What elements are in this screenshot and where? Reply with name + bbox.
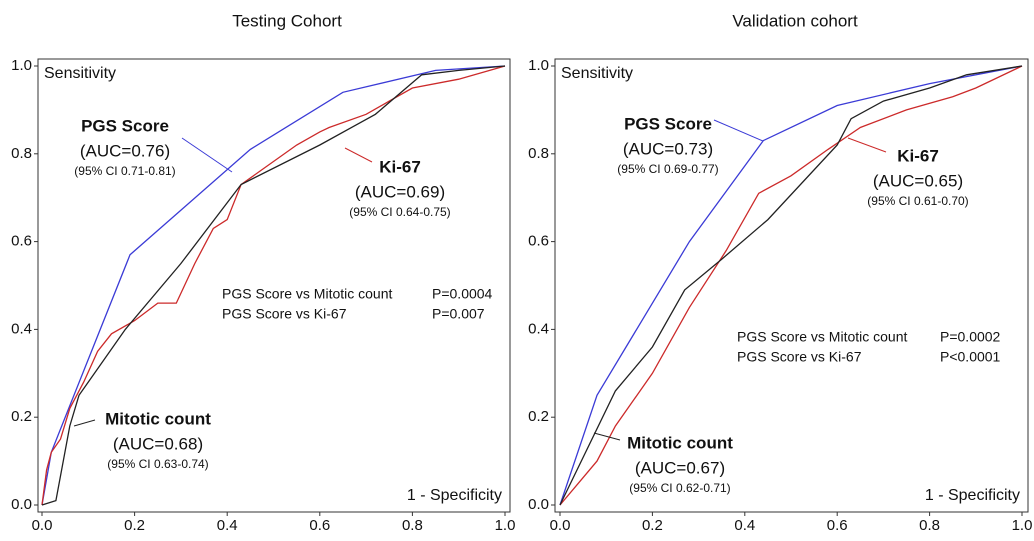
- series-ci: (95% CI 0.71-0.81): [74, 164, 175, 178]
- series-ci: (95% CI 0.64-0.75): [349, 205, 450, 219]
- y-tick-label: 1.0: [528, 57, 549, 74]
- comparison-label: PGS Score vs Mitotic count: [222, 286, 393, 302]
- series-auc: (AUC=0.68): [113, 434, 203, 453]
- x-tick-label: 1.0: [1012, 517, 1033, 534]
- roc-curve: [559, 65, 1023, 506]
- x-tick-label: 0.0: [550, 517, 571, 534]
- label-leader: [344, 147, 373, 163]
- series-name: Ki-67: [379, 157, 421, 176]
- y-tick-label: 1.0: [11, 57, 32, 74]
- x-tick-label: 0.2: [642, 517, 663, 534]
- x-tick-label: 0.8: [402, 517, 423, 534]
- plot-frame: [37, 58, 511, 513]
- y-tick-label: 0.6: [528, 233, 549, 250]
- panel-title: Testing Cohort: [232, 11, 342, 30]
- roc-curve: [41, 65, 506, 506]
- series-name: PGS Score: [81, 116, 169, 135]
- series-name: Mitotic count: [105, 409, 211, 428]
- comparison-p: P=0.0002: [940, 329, 1001, 345]
- series-ci: (95% CI 0.61-0.70): [867, 194, 968, 208]
- comparison-label: PGS Score vs Ki-67: [737, 349, 862, 365]
- x-tick-label: 0.4: [734, 517, 755, 534]
- x-tick-label: 1.0: [495, 517, 516, 534]
- series-auc: (AUC=0.73): [623, 139, 713, 158]
- y-tick-label: 0.2: [528, 408, 549, 425]
- x-tick-label: 0.8: [919, 517, 940, 534]
- series-auc: (AUC=0.65): [873, 171, 963, 190]
- series-name: Ki-67: [897, 146, 939, 165]
- series-ci: (95% CI 0.63-0.74): [107, 457, 208, 471]
- x-tick-label: 0.6: [309, 517, 330, 534]
- x-axis-label: 1 - Specificity: [407, 487, 502, 504]
- x-tick-label: 0.0: [32, 517, 53, 534]
- y-tick-label: 0.4: [11, 320, 32, 337]
- roc-curve: [41, 65, 506, 506]
- label-leader: [73, 419, 96, 427]
- comparison-p: P=0.0004: [432, 286, 493, 302]
- x-axis-label: 1 - Specificity: [925, 487, 1020, 504]
- y-tick-label: 0.6: [11, 233, 32, 250]
- y-tick-label: 0.8: [11, 145, 32, 162]
- roc-curve: [559, 65, 1023, 506]
- y-tick-label: 0.0: [528, 496, 549, 513]
- comparison-label: PGS Score vs Mitotic count: [737, 329, 908, 345]
- y-axis-label: Sensitivity: [561, 65, 633, 82]
- roc-curve: [41, 65, 506, 506]
- x-tick-label: 0.2: [124, 517, 145, 534]
- series-ci: (95% CI 0.62-0.71): [629, 481, 730, 495]
- comparison-label: PGS Score vs Ki-67: [222, 306, 347, 322]
- label-leader: [847, 137, 887, 153]
- series-auc: (AUC=0.69): [355, 182, 445, 201]
- y-axis-label: Sensitivity: [44, 65, 116, 82]
- x-tick-label: 0.4: [217, 517, 238, 534]
- comparison-p: P<0.0001: [940, 349, 1001, 365]
- y-tick-label: 0.2: [11, 408, 32, 425]
- series-name: PGS Score: [624, 114, 712, 133]
- y-tick-label: 0.4: [528, 320, 549, 337]
- plot-frame: [554, 58, 1029, 513]
- series-ci: (95% CI 0.69-0.77): [617, 162, 718, 176]
- y-tick-label: 0.0: [11, 496, 32, 513]
- label-leader: [713, 119, 764, 142]
- panel-title: Validation cohort: [732, 11, 858, 30]
- series-auc: (AUC=0.67): [635, 458, 725, 477]
- label-leader: [181, 137, 233, 173]
- y-tick-label: 0.8: [528, 145, 549, 162]
- label-leader: [593, 432, 621, 441]
- series-auc: (AUC=0.76): [80, 141, 170, 160]
- roc-curve: [559, 65, 1023, 506]
- x-tick-label: 0.6: [827, 517, 848, 534]
- comparison-p: P=0.007: [432, 306, 485, 322]
- series-name: Mitotic count: [627, 433, 733, 452]
